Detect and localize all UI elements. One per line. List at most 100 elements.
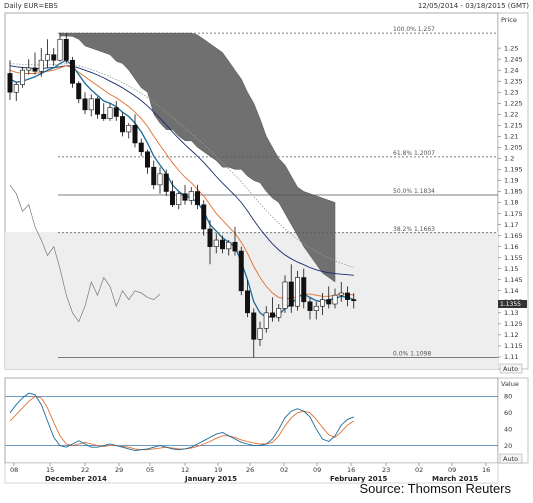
candle-body: [238, 250, 244, 292]
price-tick-label: 1.155: [504, 254, 523, 262]
candle-body: [351, 299, 357, 302]
candle-body: [151, 166, 157, 186]
value-axis-panel: [497, 377, 529, 464]
price-tick-label: 1.22: [504, 110, 518, 118]
candle-body: [88, 98, 94, 111]
candle-body: [95, 98, 101, 115]
osc-tick-label: 80: [504, 393, 512, 401]
candle-body: [251, 312, 257, 340]
price-tick-label: 1.13: [504, 309, 518, 317]
price-tick-label: 1.115: [504, 342, 523, 350]
candle-body: [294, 277, 300, 307]
price-tick-label: 1.205: [504, 144, 523, 152]
date-tick-label: 16: [347, 466, 355, 474]
candle-body: [207, 228, 213, 247]
date-tick-label: 09: [313, 466, 321, 474]
fibonacci-levels: 100.0% 1.257 61.8% 1.2007 50.0% 1.1834 38.2…: [58, 26, 498, 358]
candle-body: [145, 151, 151, 168]
osc-d-line: [9, 395, 355, 451]
price-axis-label: Price: [501, 16, 517, 24]
price-tick-label: 1.225: [504, 99, 523, 107]
price-tick-label: 1.245: [504, 55, 523, 63]
price-tick-label: 1.215: [504, 122, 523, 130]
candle-body: [26, 67, 32, 71]
price-axis-panel: [497, 12, 529, 370]
candle-body: [326, 299, 332, 305]
fib-label: 100.0% 1.257: [393, 26, 435, 33]
candle-body: [176, 193, 182, 206]
osc-tick-label: 40: [504, 425, 512, 433]
candle-body: [101, 113, 107, 119]
last-price-marker: [498, 300, 527, 308]
candle-body: [170, 191, 176, 206]
price-tick-label: 1.19: [504, 177, 518, 185]
price-tick-label: 1.145: [504, 276, 523, 284]
cloud-area: [59, 32, 336, 283]
candle-body: [269, 312, 275, 318]
candle-body: [257, 327, 263, 340]
candle-body: [51, 54, 57, 61]
date-tick-label: 26: [246, 466, 254, 474]
candle-body: [19, 69, 25, 85]
price-auto-button[interactable]: [499, 363, 523, 374]
fib-label: 38.2% 1.1663: [393, 226, 435, 233]
candle-body: [163, 173, 169, 192]
candle-body: [76, 83, 82, 100]
ichimoku-cloud: [59, 32, 336, 283]
price-tick-label: 1.21: [504, 133, 518, 141]
candle-body: [138, 142, 144, 153]
date-tick-label: 05: [146, 466, 154, 474]
price-axis: 1.251.2451.241.2351.231.2251.221.2151.21…: [498, 44, 523, 361]
price-tick-label: 1.12: [504, 331, 518, 339]
date-axis-panel: [4, 462, 499, 484]
fib-label: 0.0% 1.1098: [393, 350, 431, 357]
month-label: January 2015: [184, 475, 237, 483]
date-tick-label: 16: [482, 466, 490, 474]
candle-body: [70, 59, 76, 84]
candle-body: [44, 54, 50, 61]
value-auto-label: Auto: [503, 455, 518, 463]
osc-tick-label: 20: [504, 442, 512, 450]
candle-body: [344, 292, 350, 300]
price-tick-label: 1.125: [504, 320, 523, 328]
fib-label: 61.8% 1.2007: [393, 150, 435, 157]
candle-body: [338, 292, 344, 296]
candle-body: [182, 193, 188, 201]
candle-body: [120, 116, 126, 133]
price-tick-label: 1.185: [504, 188, 523, 196]
lagging-line: [9, 184, 161, 323]
fib-label: 50.0% 1.1834: [393, 188, 435, 195]
price-tick-label: 1.2: [504, 155, 514, 163]
candle-body: [282, 281, 288, 309]
candle-body: [263, 312, 269, 329]
candle-body: [245, 290, 251, 314]
chart-header: Daily EUR=EBS 12/05/2014 - 03/18/2015 (G…: [0, 0, 533, 12]
candle-body: [157, 173, 163, 186]
date-tick-label: 02: [280, 466, 288, 474]
candle-body: [13, 84, 19, 93]
candle-body: [226, 241, 232, 250]
date-tick-label: 19: [214, 466, 222, 474]
candle-body: [195, 191, 201, 206]
date-tick-label: 29: [115, 466, 123, 474]
month-label: February 2015: [330, 475, 387, 483]
shaded-region: [5, 232, 498, 369]
price-tick-label: 1.14: [504, 287, 518, 295]
date-range: 12/05/2014 - 03/18/2015 (GMT): [417, 2, 529, 10]
candle-body: [107, 107, 113, 119]
month-label: December 2014: [45, 475, 107, 483]
candle-body: [220, 239, 226, 250]
date-tick-label: 22: [81, 466, 89, 474]
price-tick-label: 1.11: [504, 353, 518, 361]
date-tick-label: 02: [415, 466, 423, 474]
date-tick-label: 08: [10, 466, 18, 474]
candle-body: [232, 241, 238, 252]
candle-body: [7, 73, 13, 93]
value-axis-label: Value: [501, 380, 519, 388]
candle-body: [201, 204, 207, 230]
price-auto-label: Auto: [503, 365, 518, 373]
value-auto-button[interactable]: [499, 453, 523, 464]
instrument-title: Daily EUR=EBS: [4, 2, 58, 10]
source-credit: Source: Thomson Reuters: [359, 481, 512, 496]
